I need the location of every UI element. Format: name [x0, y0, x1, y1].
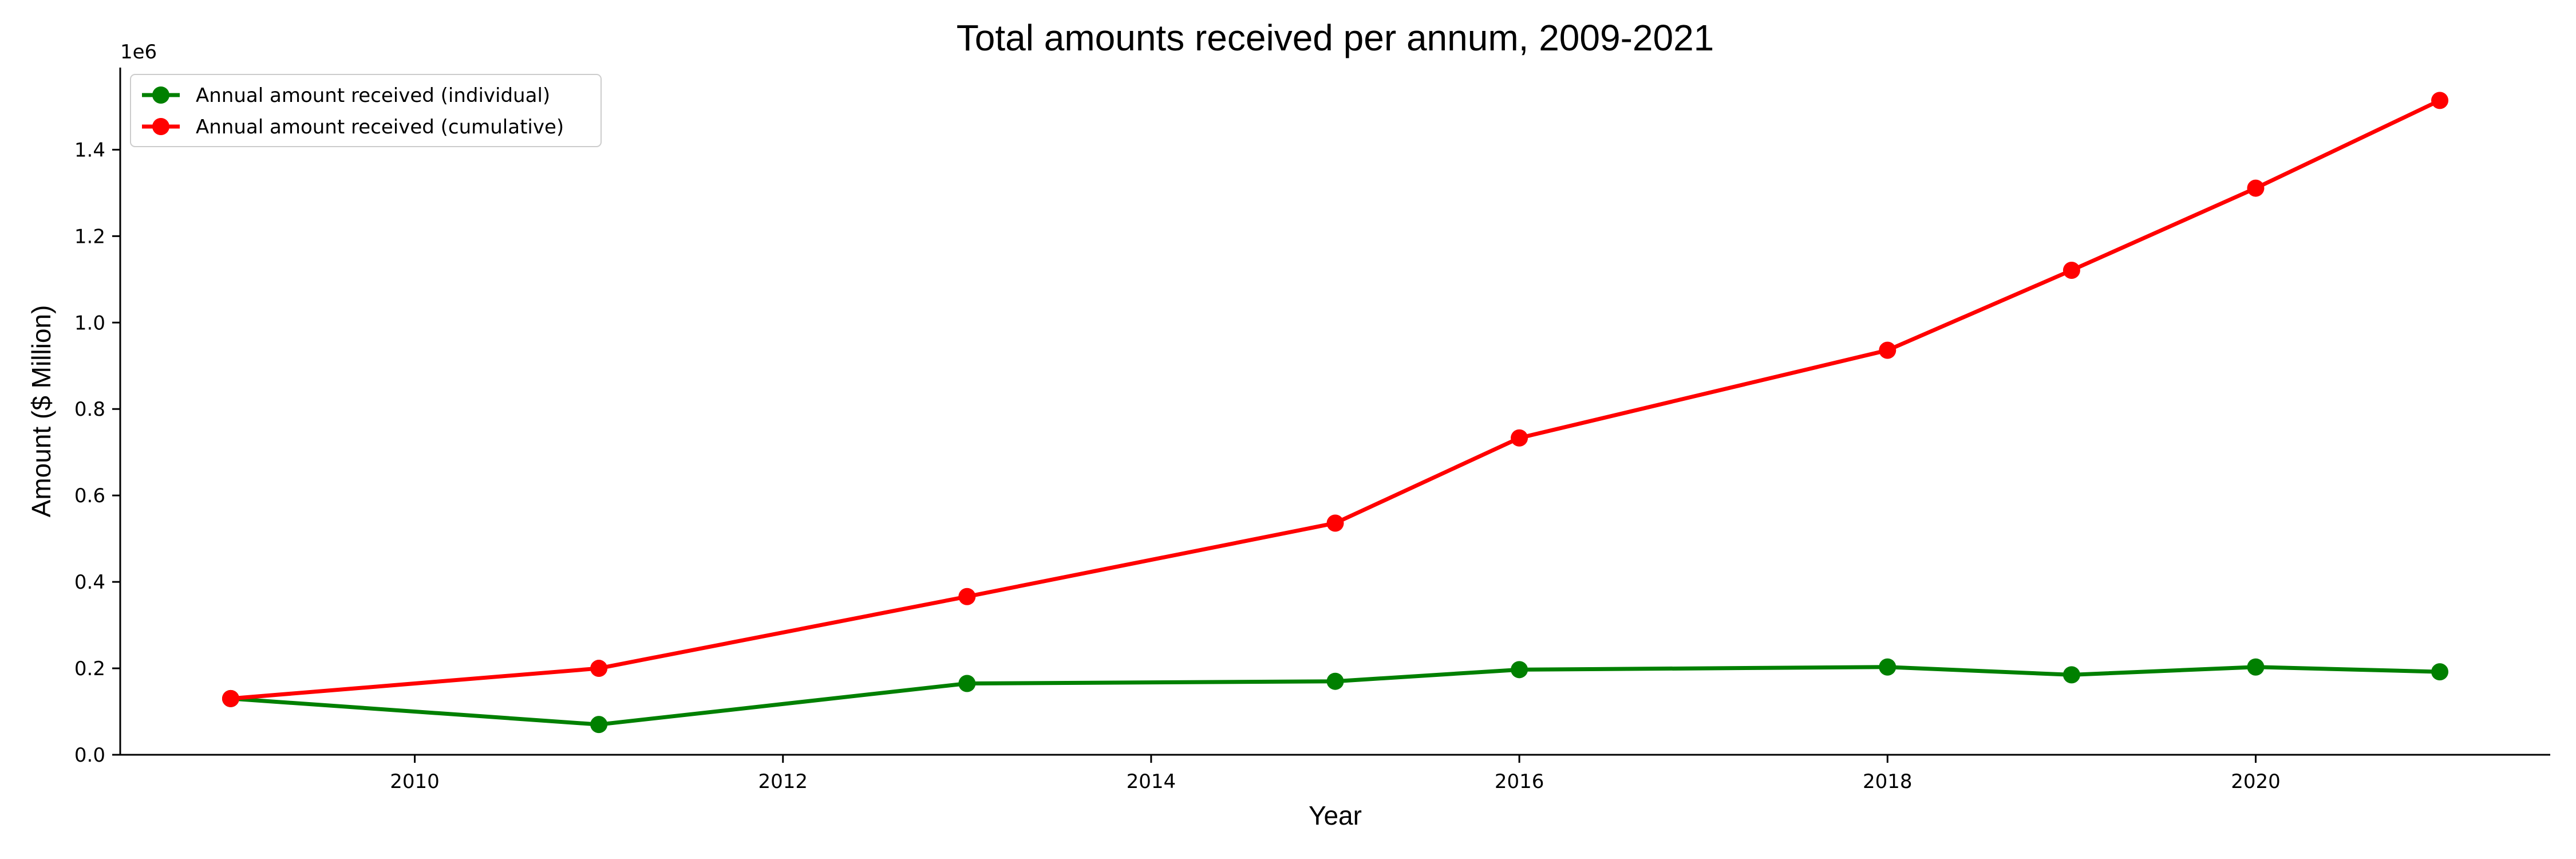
data-point [2247, 658, 2265, 676]
y-tick-label: 1.2 [74, 225, 105, 248]
y-axis-ticks: 0.0 0.2 0.4 0.6 0.8 1.0 1.2 1.4 [74, 139, 120, 767]
data-point [1326, 514, 1344, 532]
y-axis-offset-label: 1e6 [120, 41, 157, 64]
data-point [958, 675, 976, 692]
legend-item: Annual amount received (cumulative) [142, 116, 564, 139]
y-tick-label: 0.4 [74, 571, 105, 594]
x-tick-label: 2012 [758, 770, 808, 793]
data-point [222, 689, 239, 707]
legend-marker [152, 86, 169, 104]
data-point [2063, 261, 2080, 279]
data-point [1879, 341, 1897, 359]
y-tick-label: 0.0 [74, 744, 105, 767]
series-line [230, 98, 2441, 701]
y-tick-label: 1.0 [74, 312, 105, 334]
x-axis-ticks: 2010 2012 2014 2016 2018 2020 [390, 755, 2281, 793]
legend: Annual amount received (individual) Annua… [130, 74, 602, 147]
data-point [1326, 672, 1344, 690]
legend-box [130, 74, 602, 147]
y-tick-label: 0.8 [74, 398, 105, 421]
x-axis-label: Year [1309, 801, 1362, 830]
axes [119, 68, 2550, 756]
data-point [1879, 658, 1897, 676]
x-tick-label: 2016 [1495, 770, 1544, 793]
data-point [590, 660, 608, 677]
legend-label: Annual amount received (cumulative) [196, 116, 564, 139]
legend-marker [152, 118, 169, 135]
series-cumulative [222, 92, 2449, 707]
x-tick-label: 2014 [1127, 770, 1176, 793]
data-point [2431, 663, 2449, 681]
chart-title: Total amounts received per annum, 2009-2… [957, 17, 1714, 58]
y-tick-label: 0.6 [74, 484, 105, 507]
x-tick-label: 2010 [390, 770, 440, 793]
x-tick-label: 2018 [1863, 770, 1913, 793]
legend-label: Annual amount received (individual) [196, 84, 550, 107]
series-individual [222, 658, 2449, 734]
data-point [1511, 429, 1528, 447]
x-tick-label: 2020 [2231, 770, 2281, 793]
series-group [222, 92, 2449, 734]
y-tick-label: 0.2 [74, 657, 105, 680]
data-point [2063, 666, 2080, 684]
y-axis-label: Amount ($ Million) [26, 305, 56, 518]
data-point [958, 588, 976, 605]
legend-item: Annual amount received (individual) [142, 84, 550, 107]
data-point [2247, 179, 2265, 197]
data-point [2431, 92, 2449, 109]
y-tick-label: 1.4 [74, 139, 105, 161]
data-point [590, 716, 608, 734]
data-point [1511, 661, 1528, 679]
